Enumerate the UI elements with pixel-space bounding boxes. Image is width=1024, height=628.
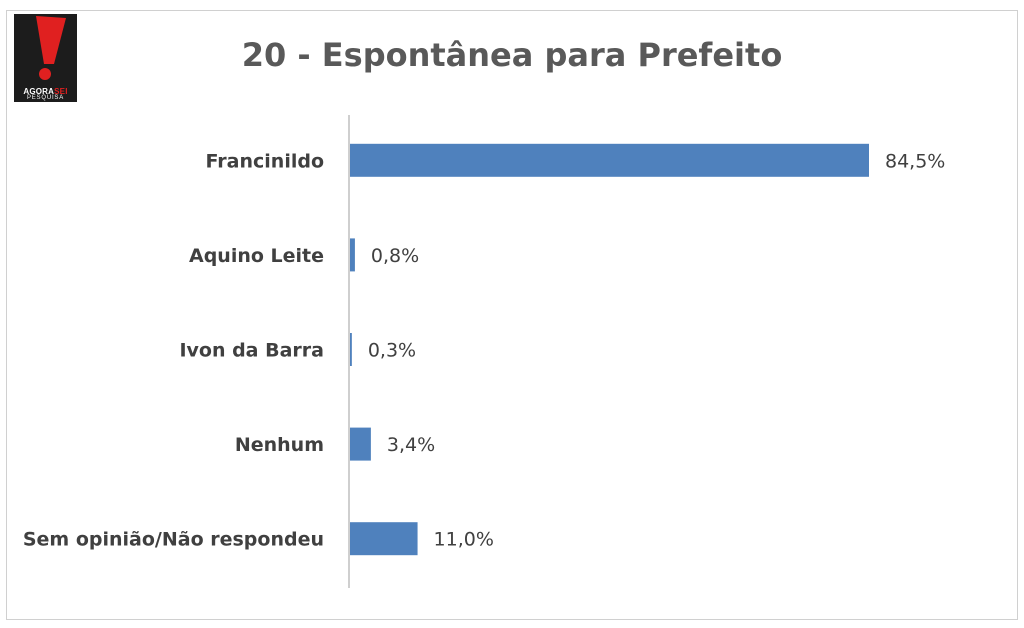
agora-sei-logo: AGORASEI PESQUISA xyxy=(14,14,77,102)
category-label: Ivon da Barra xyxy=(179,340,324,362)
logo-name: AGORASEI xyxy=(23,87,68,96)
bar xyxy=(350,143,869,177)
bar xyxy=(350,427,371,461)
data-label: 3,4% xyxy=(387,434,435,456)
data-label: 0,3% xyxy=(368,340,416,362)
chart-title: 20 - Espontânea para Prefeito xyxy=(241,36,783,74)
bar xyxy=(350,333,352,366)
bar xyxy=(350,522,418,556)
category-label: Francinildo xyxy=(206,150,324,172)
category-label: Sem opinião/Não respondeu xyxy=(23,529,324,551)
logo-subtitle: PESQUISA xyxy=(26,95,65,101)
data-label: 0,8% xyxy=(371,245,419,267)
category-label: Nenhum xyxy=(235,434,324,456)
data-label: 11,0% xyxy=(434,529,494,551)
chart-frame xyxy=(6,10,1018,620)
data-label: 84,5% xyxy=(885,150,945,172)
exclamation-logo-icon xyxy=(36,16,66,80)
bar xyxy=(350,238,355,272)
category-label: Aquino Leite xyxy=(189,245,324,267)
